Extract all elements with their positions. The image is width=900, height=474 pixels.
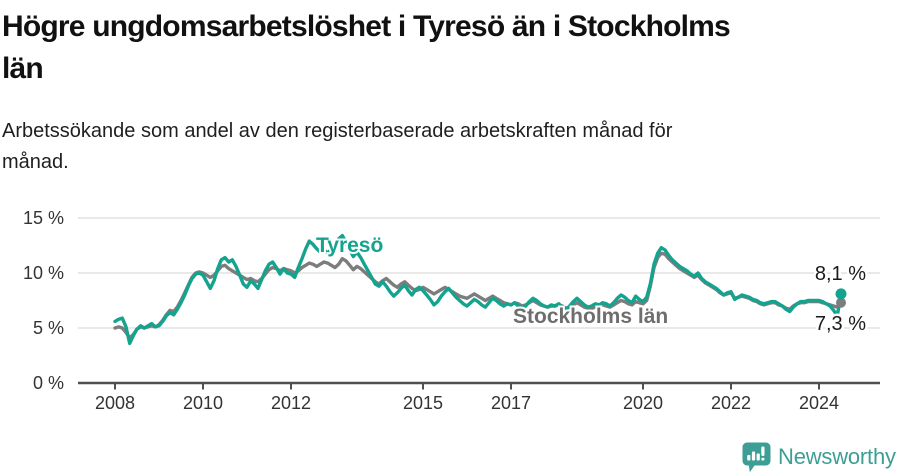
x-axis-tick-label: 2008 xyxy=(95,393,135,413)
x-axis-tick-label: 2022 xyxy=(711,393,751,413)
newsworthy-logo: Newsworthy xyxy=(742,441,896,473)
y-axis-tick-label: 15 % xyxy=(23,208,64,228)
line-chart: 15 % 10 % 5 % 0 % 2008 2010 2012 2015 2017 2020 20… xyxy=(23,208,880,413)
bar-chart-exclamation-glyph xyxy=(747,446,765,461)
x-axis-tick-label: 2010 xyxy=(183,393,223,413)
series-end-dot-stockholm xyxy=(836,297,846,308)
x-axis-tick-label: 2020 xyxy=(623,393,663,413)
x-axis-tick-label: 2015 xyxy=(403,393,443,413)
chart-subtitle: Arbetssökande som andel av den registerb… xyxy=(2,116,898,178)
chart-title-line-2: län xyxy=(2,52,44,85)
newsworthy-icon xyxy=(742,442,771,472)
series-label-tyreso: Tyresö xyxy=(316,234,383,257)
y-axis-tick-label: 0 % xyxy=(33,373,64,393)
chart-title: Högre ungdomsarbetslöshet i Tyresö än i … xyxy=(2,6,898,90)
series-line-tyreso xyxy=(113,233,843,346)
series-label-stockholm: Stockholms län xyxy=(513,305,668,328)
series-end-dot-tyreso xyxy=(835,288,847,300)
end-value-label-tyreso: 8,1 % xyxy=(815,263,866,285)
x-axis-tick-label: 2012 xyxy=(271,393,311,413)
end-value-label-stockholm: 7,3 % xyxy=(815,313,866,335)
y-axis-tick-label: 10 % xyxy=(23,263,64,283)
newsworthy-logo-text: Newsworthy xyxy=(778,444,896,469)
chart-subtitle-line-1: Arbetssökande som andel av den registerb… xyxy=(2,120,673,142)
chart-title-line-1: Högre ungdomsarbetslöshet i Tyresö än i … xyxy=(2,10,731,43)
chart-subtitle-line-2: månad. xyxy=(2,151,69,173)
y-axis-tick-label: 5 % xyxy=(33,318,64,338)
x-axis-tick-label: 2024 xyxy=(799,393,839,413)
x-axis-tick-label: 2017 xyxy=(491,393,531,413)
gridlines-and-ticks: 15 % 10 % 5 % 0 % 2008 2010 2012 2015 2017 2020 20… xyxy=(23,208,880,413)
